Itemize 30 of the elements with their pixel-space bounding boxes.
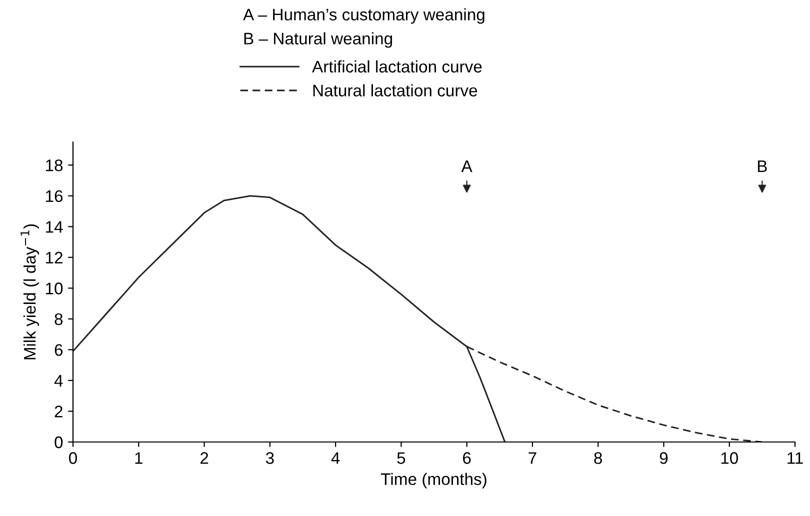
x-tick-label: 4 [331, 452, 340, 464]
y-tick-label: 14 [46, 221, 63, 233]
y-tick-label: 8 [54, 313, 63, 326]
y-tick-label: 18 [46, 159, 63, 172]
x-tick-label: 2 [200, 452, 208, 464]
y-tick-label: 2 [54, 406, 62, 418]
y-tick-label: 4 [54, 375, 63, 386]
x-tick-label: 6 [463, 452, 471, 464]
x-tick-label: 10 [721, 452, 738, 464]
y-tick-label: 12 [46, 252, 62, 264]
legend-label: Natural lactation curve [313, 84, 478, 96]
x-tick-label: 1 [135, 452, 142, 464]
y-axis-title: Milk yield (l day$^{−1}$) [20, 224, 40, 360]
x-tick-label: 0 [69, 452, 77, 464]
y-tick-label: 6 [54, 344, 63, 356]
y-tick-label: 0 [54, 436, 63, 448]
legend-label: Artificial lactation curve [312, 60, 482, 73]
x-tick-label: 7 [528, 452, 536, 464]
x-tick-label: 5 [397, 452, 406, 464]
x-axis-title: Time (months) [380, 472, 486, 488]
text: B – Natural weaning [244, 32, 392, 48]
y-tick-label: 16 [46, 190, 63, 202]
annotation: A [461, 160, 472, 172]
text: A – Human’s customary weaning [243, 8, 484, 24]
x-tick-label: 11 [788, 452, 803, 464]
x-tick-label: 8 [594, 452, 602, 464]
y-tick-label: 10 [46, 282, 63, 294]
x-tick-label: 3 [266, 452, 274, 464]
annotation: B [758, 160, 767, 172]
x-tick-label: 9 [660, 452, 668, 464]
